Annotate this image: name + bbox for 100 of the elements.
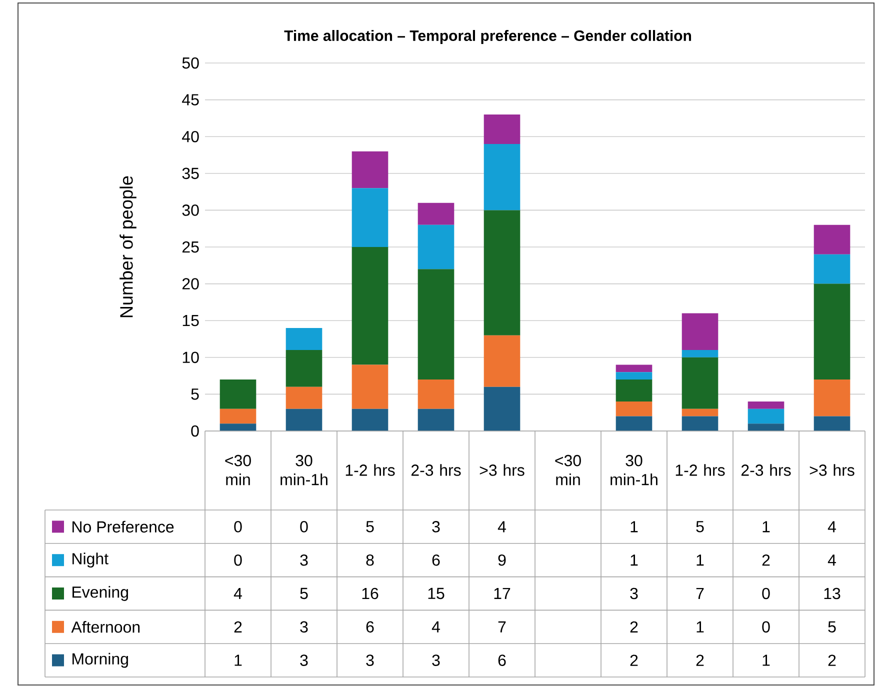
bar <box>616 416 652 431</box>
data-label: 3 <box>300 654 308 666</box>
bar <box>484 114 520 144</box>
data-label: 1 <box>696 554 704 566</box>
data-label: 17 <box>494 588 510 600</box>
y-axis-title: Number of people <box>120 176 136 318</box>
bar <box>616 379 652 402</box>
data-label: 6 <box>432 554 440 566</box>
bar <box>418 269 454 380</box>
bar <box>484 144 520 210</box>
bar <box>352 188 388 247</box>
data-label: 5 <box>366 521 374 532</box>
bar <box>682 408 718 416</box>
y-tick-label: 5 <box>191 388 199 400</box>
y-tick-label: 0 <box>191 425 199 437</box>
bar <box>682 350 718 358</box>
bar <box>418 202 454 225</box>
data-label: 3 <box>630 588 638 600</box>
y-tick-label: 10 <box>182 352 199 364</box>
legend-label: Afternoon <box>71 621 140 633</box>
x-tick-label: >3 hrs <box>480 464 524 476</box>
bar <box>682 416 718 431</box>
bar <box>352 408 388 431</box>
bar <box>616 372 652 380</box>
data-label: 1 <box>630 521 638 532</box>
bar <box>682 357 718 409</box>
y-tick-label: 25 <box>182 241 199 253</box>
bar <box>814 224 850 254</box>
y-tick-label: 45 <box>182 94 199 106</box>
data-label: 4 <box>234 588 242 600</box>
data-label: 2 <box>762 554 770 566</box>
data-label: 3 <box>300 554 308 566</box>
bar <box>484 386 520 431</box>
data-label: 4 <box>498 521 506 532</box>
data-label: 6 <box>366 621 374 633</box>
bar <box>814 254 850 284</box>
bar <box>814 284 850 380</box>
bar <box>286 350 322 387</box>
bar <box>748 408 784 424</box>
data-label: 16 <box>362 588 378 600</box>
data-label: 3 <box>366 654 374 666</box>
x-tick-label: 1-2 hrs <box>346 464 395 476</box>
bar <box>352 364 388 409</box>
x-tick-label: <30 min <box>555 454 581 486</box>
bar <box>814 416 850 431</box>
data-label: 2 <box>234 621 242 632</box>
data-label: 3 <box>432 521 440 532</box>
data-label: 13 <box>824 588 840 600</box>
y-tick-label: 15 <box>182 315 199 326</box>
data-label: 5 <box>828 621 836 632</box>
y-tick-label: 20 <box>182 278 199 290</box>
bar <box>418 224 454 270</box>
bar <box>418 408 454 431</box>
data-label: 4 <box>432 621 440 632</box>
data-label: 3 <box>300 621 308 633</box>
data-label: 9 <box>498 554 506 566</box>
data-label: 0 <box>762 621 770 633</box>
bar <box>220 408 256 424</box>
data-label: 2 <box>630 654 638 666</box>
data-label: 8 <box>366 554 374 566</box>
bar <box>220 424 256 431</box>
bar <box>286 328 322 350</box>
x-tick-label: <30 min <box>225 454 251 486</box>
bar <box>616 402 652 416</box>
data-label: 2 <box>630 621 638 632</box>
data-label: 3 <box>432 654 440 666</box>
data-label: 2 <box>696 654 704 666</box>
data-label: 1 <box>234 654 242 666</box>
x-tick-label: 2-3 hrs <box>741 464 791 476</box>
x-tick-label: >3 hrs <box>810 464 854 476</box>
legend-label: Evening <box>72 586 128 601</box>
bar <box>748 424 784 431</box>
data-label: 1 <box>696 621 704 632</box>
legend-label: Morning <box>72 652 128 668</box>
data-label: 0 <box>762 588 770 600</box>
chart-title: Time allocation – Temporal preference – Gender collation <box>284 30 692 44</box>
data-label: 0 <box>234 554 242 566</box>
data-label: 5 <box>300 588 308 600</box>
data-label: 0 <box>300 521 308 532</box>
data-label: 7 <box>696 588 704 600</box>
bar <box>484 335 520 387</box>
y-tick-label: 35 <box>182 168 199 180</box>
data-label: 6 <box>498 654 506 666</box>
data-label: 2 <box>828 654 836 666</box>
data-label: 1 <box>762 521 770 532</box>
y-tick-label: 30 <box>182 204 199 216</box>
data-label: 7 <box>498 621 506 632</box>
bar <box>352 151 388 188</box>
x-tick-label: 30 min-1h <box>280 454 328 486</box>
bar <box>286 408 322 431</box>
bar <box>352 247 388 365</box>
y-tick-label: 50 <box>182 57 199 69</box>
bar <box>616 364 652 372</box>
data-label: 1 <box>762 654 770 666</box>
data-label: 1 <box>630 554 638 566</box>
bar <box>682 313 718 350</box>
bar <box>220 379 256 409</box>
data-label: 4 <box>828 521 836 532</box>
x-tick-label: 2-3 hrs <box>411 464 461 476</box>
bar <box>814 379 850 416</box>
